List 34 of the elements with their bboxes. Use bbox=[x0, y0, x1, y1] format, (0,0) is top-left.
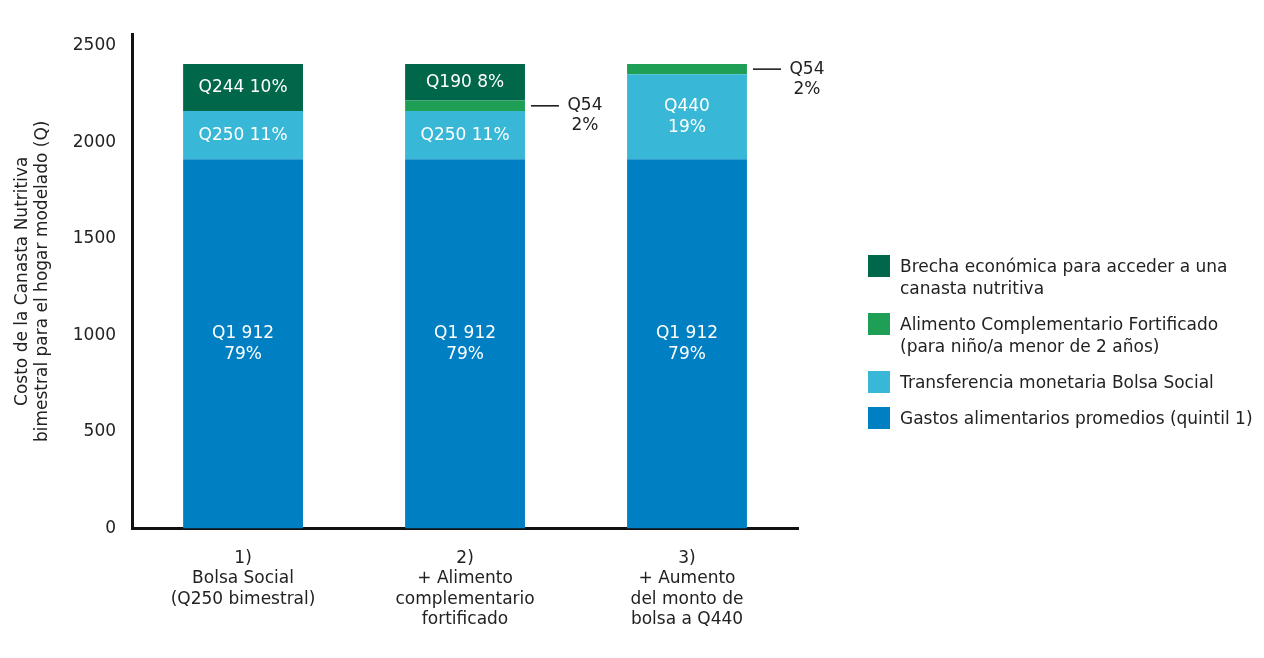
y-tick-label: 2500 bbox=[72, 34, 117, 55]
data-label: Q1 912 79% bbox=[212, 321, 275, 363]
data-label: Q250 11% bbox=[198, 123, 288, 144]
y-tick-label: 0 bbox=[105, 516, 117, 537]
bar bbox=[627, 74, 747, 160]
legend-label: Transferencia monetaria Bolsa Social bbox=[900, 371, 1215, 393]
data-label: Q1 912 79% bbox=[434, 321, 497, 363]
data-label: Q1 912 79% bbox=[655, 321, 719, 363]
bar bbox=[183, 111, 303, 160]
data-label: Q250 11% bbox=[420, 123, 510, 144]
y-tick-label: 1000 bbox=[72, 323, 117, 344]
legend-label: Gastos alimentarios promedios (quintil 1) bbox=[900, 407, 1254, 429]
bar bbox=[405, 111, 525, 160]
x-tick-label: 2) + Alimento complementario fortificado bbox=[395, 547, 535, 629]
bar bbox=[405, 159, 525, 529]
data-label: Q440 19% bbox=[664, 94, 710, 136]
data-label: Q244 10% bbox=[198, 75, 288, 96]
bar bbox=[183, 63, 303, 112]
y-tick-label: 1500 bbox=[72, 227, 117, 248]
legend-label: Alimento Complementario Fortificado (para niño/a menor de 2 años) bbox=[900, 313, 1220, 357]
bar bbox=[183, 159, 303, 529]
bar bbox=[405, 63, 525, 101]
data-label: Q190 8% bbox=[425, 70, 505, 91]
bar bbox=[627, 63, 747, 75]
x-tick-label: 1) Bolsa Social (Q250 bimestral) bbox=[170, 547, 316, 608]
bar bbox=[627, 159, 747, 529]
y-tick-label: 2000 bbox=[72, 130, 117, 151]
x-tick-label: 3) + Aumento del monto de bolsa a Q440 bbox=[630, 547, 744, 629]
y-axis-title: Costo de la Canasta Nutritiva bimestral para el hogar modelado (Q) bbox=[10, 120, 52, 443]
legend-label: Brecha económica para acceder a una canasta nutritiva bbox=[900, 255, 1229, 299]
data-label: Q54 2% bbox=[789, 57, 825, 98]
data-label: Q54 2% bbox=[567, 94, 603, 135]
y-tick-label: 500 bbox=[83, 420, 117, 441]
bar bbox=[405, 100, 525, 112]
